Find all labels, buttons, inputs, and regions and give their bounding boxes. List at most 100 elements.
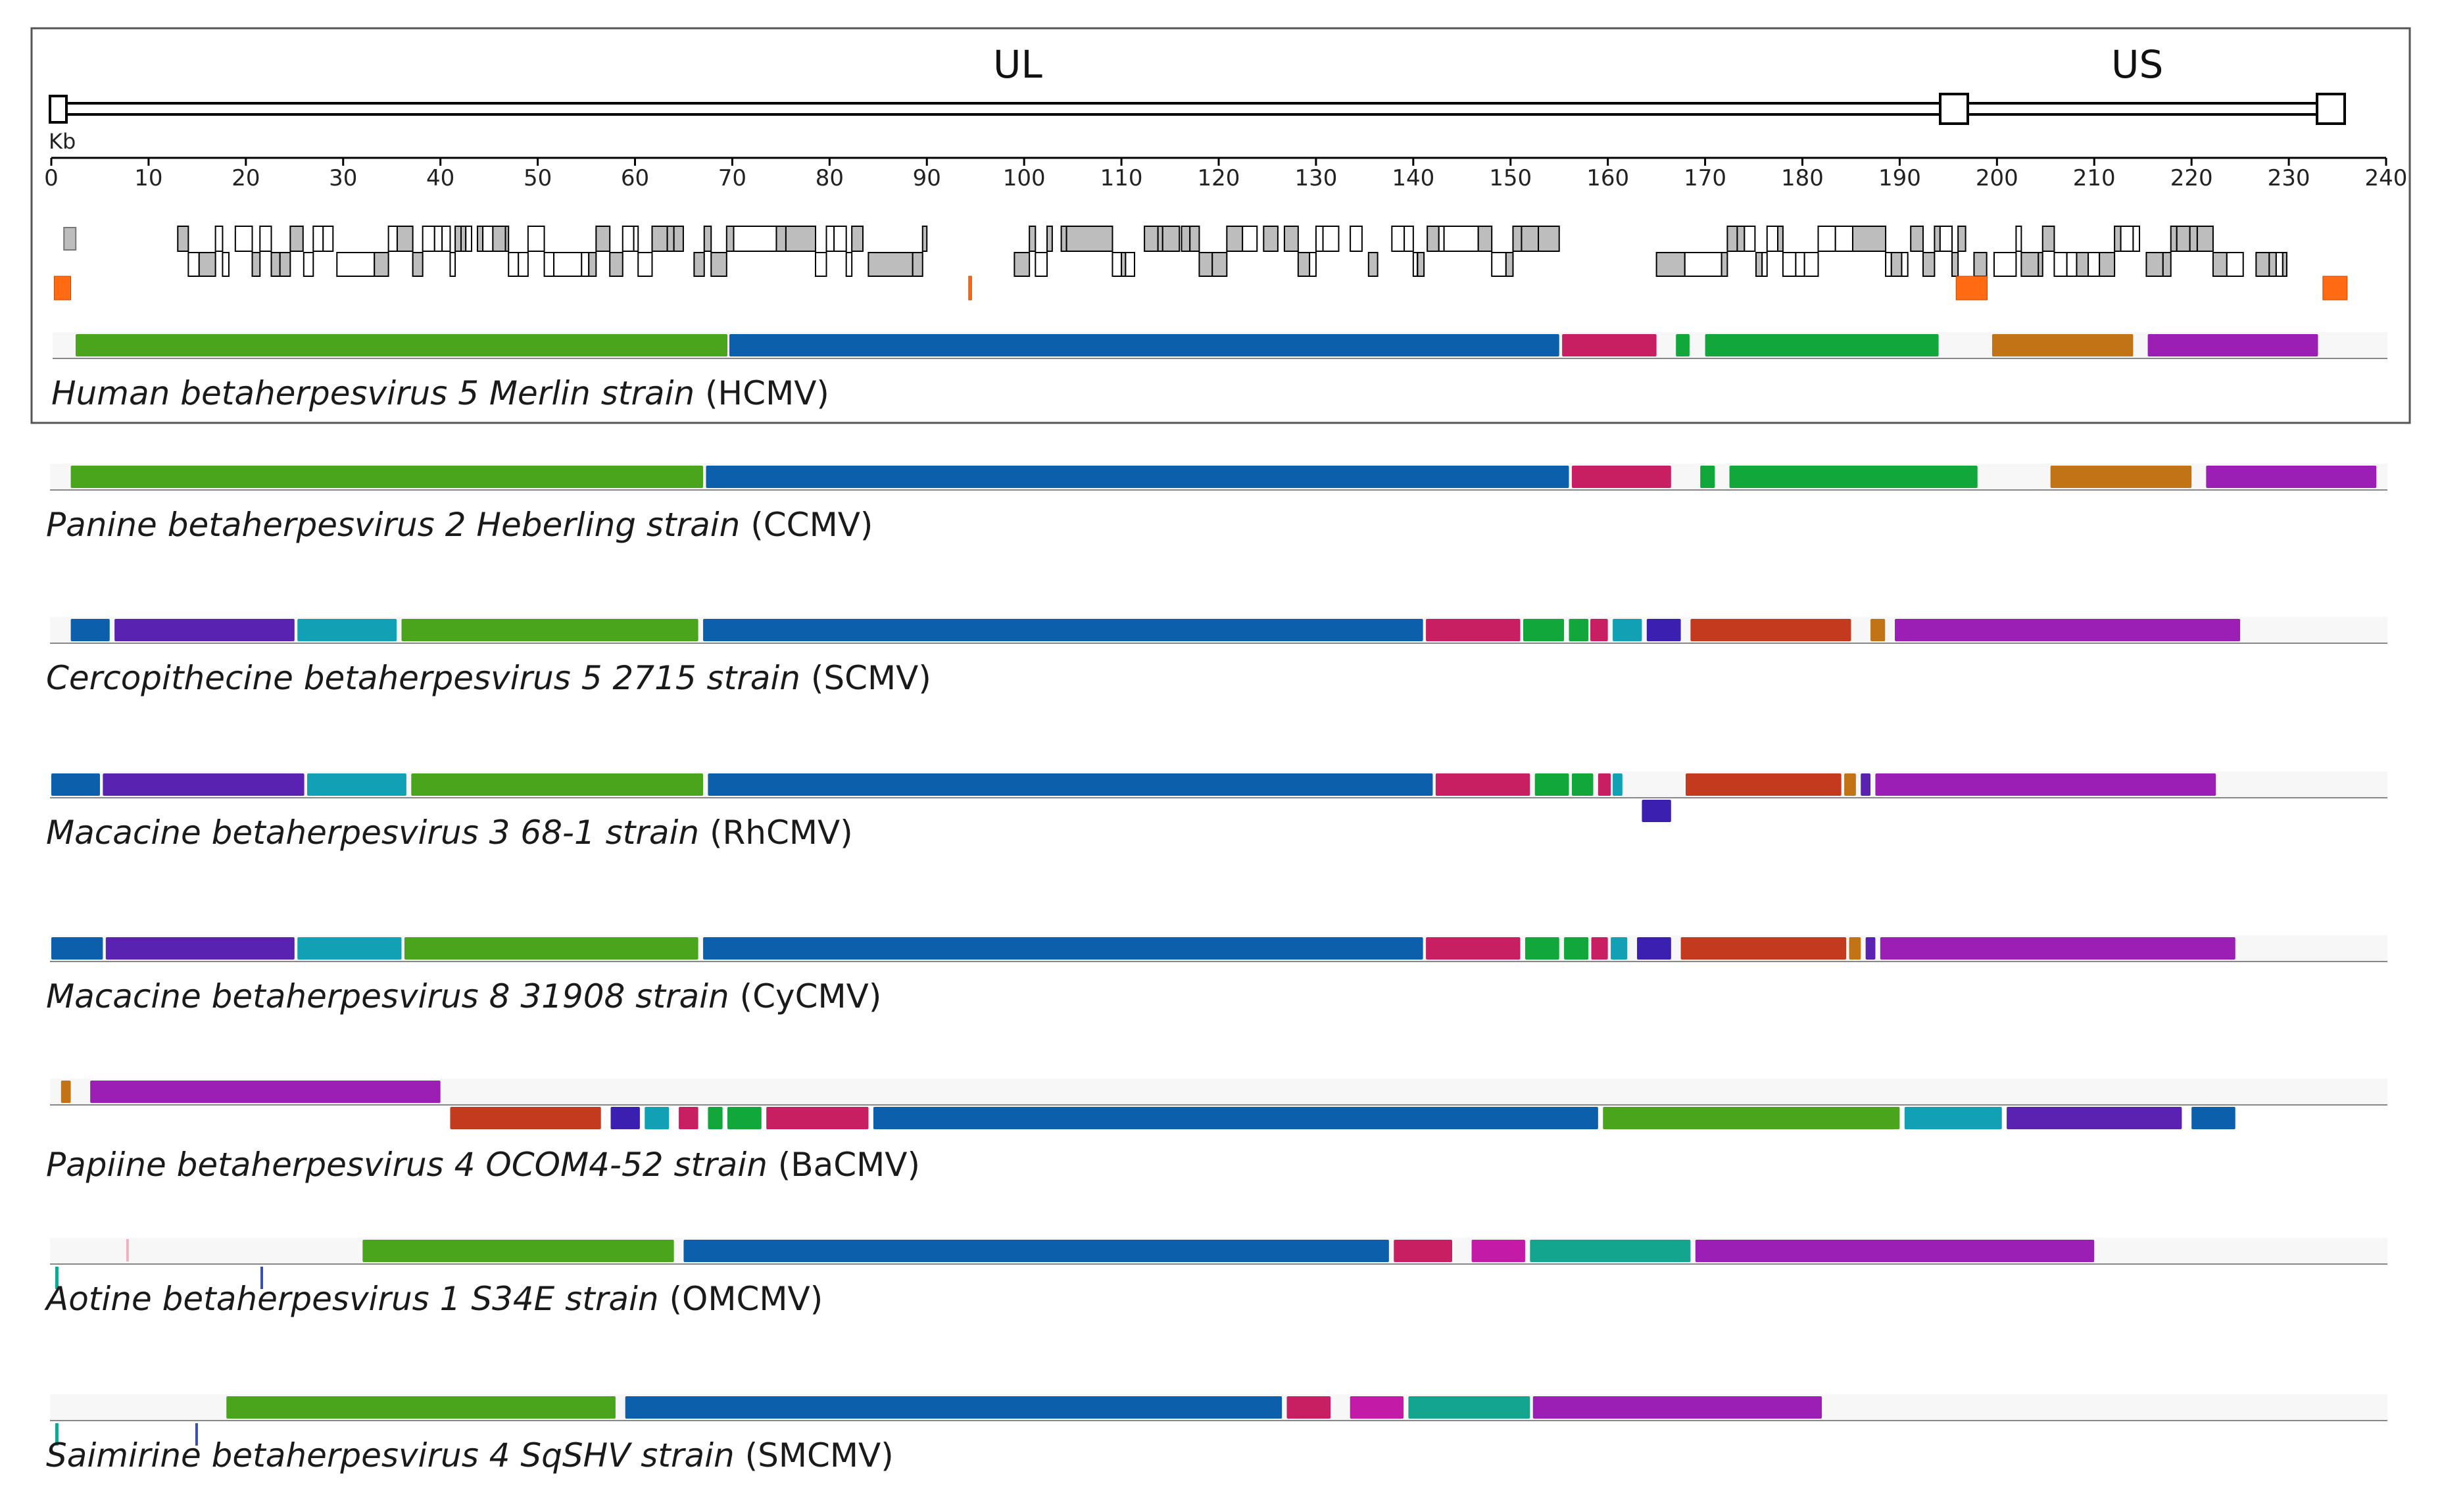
orf-box (1427, 226, 1440, 252)
synteny-block (1590, 619, 1608, 641)
synteny-block (708, 773, 1433, 796)
orf-box (814, 252, 827, 277)
synteny-block (1598, 773, 1611, 796)
synteny-block (450, 1107, 601, 1129)
orf-box (312, 226, 324, 252)
synteny-block (1603, 1107, 1900, 1129)
orf-box (1181, 226, 1191, 252)
hcmv-frame (30, 27, 2411, 424)
orf-box (1521, 226, 1540, 252)
genome-species-name: Papiine betaherpesvirus 4 OCOM4-52 strai… (46, 1146, 768, 1184)
axis-tick-label: 200 (1976, 165, 2018, 191)
synteny-block (1676, 334, 1690, 356)
orf-box (1391, 226, 1405, 252)
synteny-block (411, 773, 704, 796)
orf-box (460, 226, 467, 252)
orf-box (1910, 226, 1924, 252)
orf-box (433, 226, 443, 252)
orf-box (673, 226, 684, 252)
orf-box (2170, 226, 2178, 252)
genome-species-name: Panine betaherpesvirus 2 Heberling strai… (46, 506, 740, 544)
synteny-block (610, 1107, 640, 1129)
synteny-block (729, 334, 1559, 356)
terminal-repeat-left (49, 95, 68, 124)
synteny-block (2007, 1107, 2182, 1129)
orf-box (2226, 252, 2244, 277)
genome-species-name: Macacine betaherpesvirus 8 31908 strain (46, 977, 729, 1015)
synteny-block (1686, 773, 1842, 796)
axis-tick-label: 210 (2073, 165, 2116, 191)
orf-box (1736, 226, 1746, 252)
synteny-block (1849, 937, 1861, 960)
orf-box (198, 252, 216, 277)
genome-label: Cercopithecine betaherpesvirus 5 2715 st… (46, 659, 931, 697)
orf-box (1973, 252, 1988, 277)
orf-box (251, 252, 261, 277)
orf-box (527, 226, 545, 252)
orf-box (543, 252, 555, 277)
synteny-block (90, 1081, 441, 1103)
orf-box (1834, 226, 1853, 252)
genome-label: Macacine betaherpesvirus 8 31908 strain … (46, 977, 881, 1015)
orf-box (1957, 226, 1966, 252)
orf-box (465, 226, 472, 252)
orf-box (1242, 226, 1258, 252)
orf-box (1726, 226, 1738, 252)
axis-tick-label: 120 (1198, 165, 1240, 191)
region-us-label: US (2111, 42, 2163, 87)
orf-box (1684, 252, 1722, 277)
orf-box (1922, 252, 1936, 277)
orf-box (553, 252, 583, 277)
genome-abbreviation: (OMCMV) (659, 1280, 823, 1318)
orf-box (2099, 252, 2116, 277)
genome-abbreviation: (BaCMV) (768, 1146, 920, 1184)
orf-box (2196, 226, 2214, 252)
orf-box (1901, 252, 1909, 277)
synteny-block (1571, 466, 1671, 488)
orf-box (825, 226, 835, 252)
orf-box (2114, 226, 2122, 252)
orf-box (1885, 252, 1892, 277)
orf-box (1161, 226, 1181, 252)
synteny-block (297, 937, 402, 960)
orf-box (449, 252, 456, 277)
orf-box (492, 226, 506, 252)
synteny-block (51, 773, 100, 796)
synteny-block (1286, 1396, 1331, 1419)
orf-box (508, 252, 520, 277)
orf-box (1782, 252, 1797, 277)
orf-box (651, 226, 668, 252)
synteny-block (703, 619, 1423, 641)
axis-tick-label: 0 (44, 165, 59, 191)
orf-box (912, 252, 923, 277)
orf-box (845, 252, 853, 277)
synteny-block (103, 773, 305, 796)
orf-box (1538, 226, 1560, 252)
orf-box (633, 226, 639, 252)
synteny-block (679, 1107, 698, 1129)
orf-box (1721, 252, 1728, 277)
genome-abbreviation: (HCMV) (695, 374, 829, 412)
synteny-block (1532, 1396, 1822, 1419)
axis-tick-label: 240 (2365, 165, 2408, 191)
synteny-block (683, 1240, 1389, 1262)
orf-box (921, 226, 928, 252)
synteny-block (1637, 937, 1671, 960)
synteny-block (226, 1396, 616, 1419)
orf-box (775, 226, 787, 252)
axis-tick-label: 180 (1781, 165, 1824, 191)
genome-abbreviation: (CyCMV) (729, 977, 882, 1015)
orf-box (1951, 252, 1959, 277)
orf-box (1505, 252, 1514, 277)
synteny-block (75, 334, 728, 356)
genome-label: Panine betaherpesvirus 2 Heberling strai… (46, 506, 873, 544)
genome-label: Aotine betaherpesvirus 1 S34E strain (OM… (44, 1280, 823, 1318)
orf-box (279, 252, 291, 277)
synteny-block (362, 1240, 674, 1262)
orf-box (2020, 252, 2039, 277)
genome-track: Panine betaherpesvirus 2 Heberling strai… (46, 464, 2387, 544)
orf-box (441, 226, 451, 252)
orange-gene (2322, 276, 2348, 301)
orf-box (1412, 252, 1419, 277)
